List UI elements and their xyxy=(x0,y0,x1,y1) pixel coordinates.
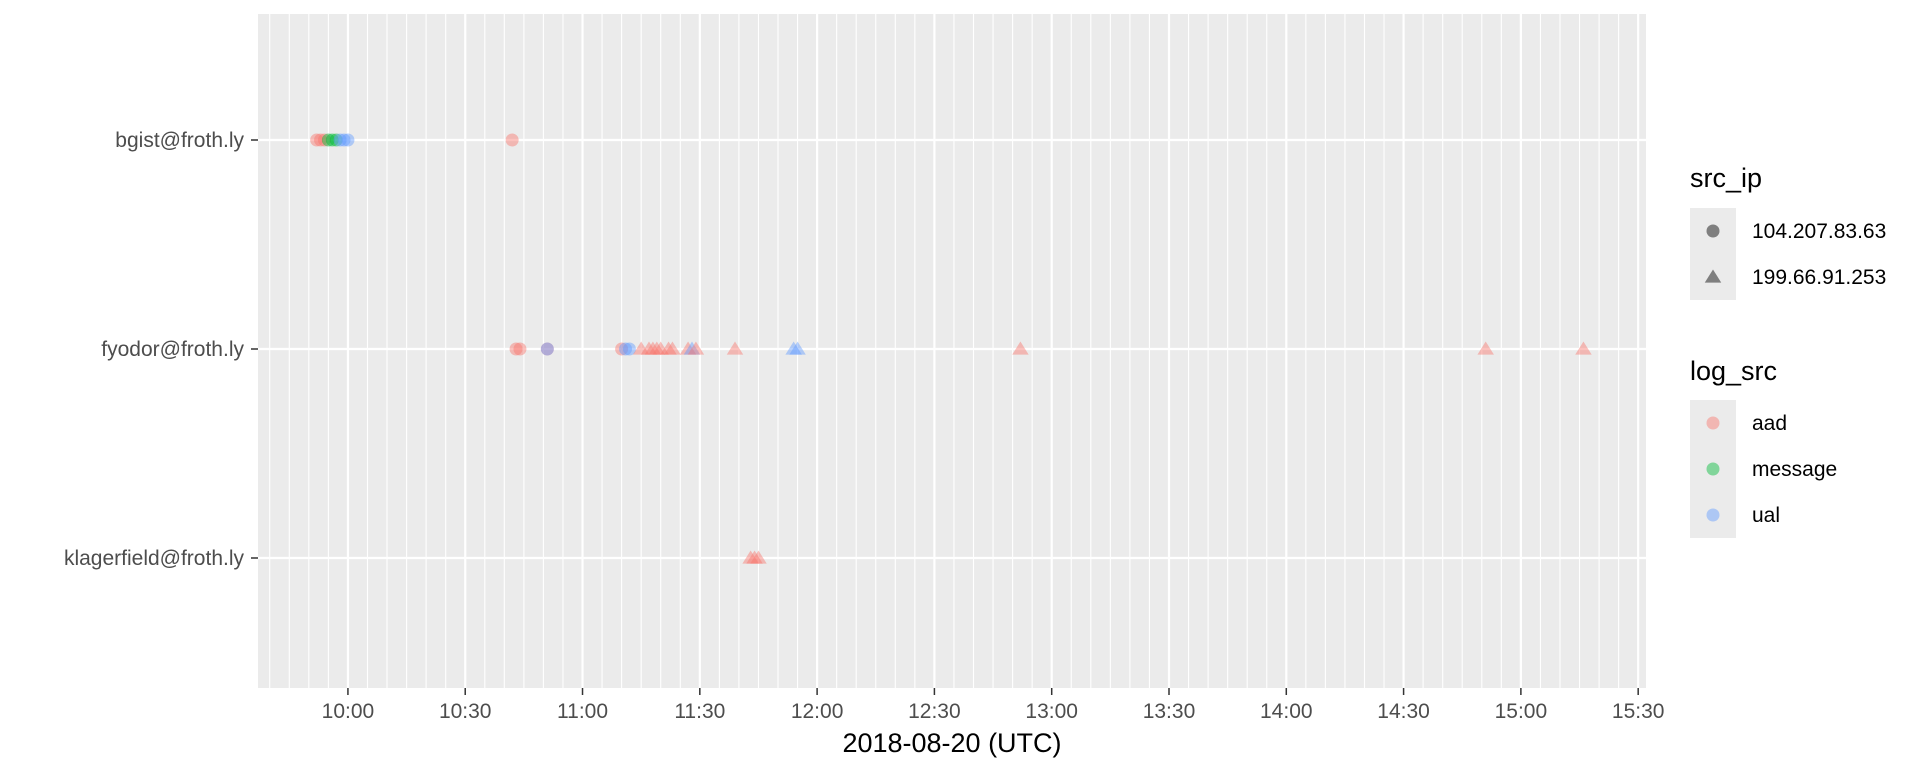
legend-label: 104.207.83.63 xyxy=(1752,220,1886,243)
y-tick-label: fyodor@froth.ly xyxy=(101,338,244,361)
x-axis: 10:00 10:30 11:00 11:30 12:00 12:30 13:00 13:30… xyxy=(322,688,1665,723)
x-tick-label: 10:00 xyxy=(322,700,375,723)
legend-key-box xyxy=(1690,446,1736,492)
legend-key-box xyxy=(1690,400,1736,446)
x-axis-title: 2018-08-20 (UTC) xyxy=(842,728,1061,758)
data-point xyxy=(644,341,662,355)
data-point xyxy=(615,342,629,356)
data-point xyxy=(341,133,355,147)
data-point xyxy=(317,133,331,147)
x-tick-label: 12:30 xyxy=(908,700,961,723)
data-point xyxy=(746,550,763,564)
legend-label: message xyxy=(1752,458,1837,481)
data-point xyxy=(314,133,328,147)
y-axis: bgist@froth.ly fyodor@froth.ly klagerfield… xyxy=(64,129,258,570)
data-point xyxy=(664,341,681,355)
data-point xyxy=(1575,341,1592,355)
x-tick-label: 11:30 xyxy=(674,700,725,723)
data-point xyxy=(632,341,650,355)
data-point xyxy=(622,342,636,356)
legend: src_ip 104.207.83.63 199.66.91.253 log_srca… xyxy=(1690,163,1886,538)
legend-key-marker xyxy=(1706,416,1720,430)
data-point xyxy=(687,341,705,355)
x-tick-label: 14:30 xyxy=(1377,700,1430,723)
data-point xyxy=(321,133,335,147)
legend-title: log_src xyxy=(1690,356,1777,386)
data-point xyxy=(785,341,802,355)
data-point xyxy=(648,341,666,355)
legend-label: ual xyxy=(1752,504,1780,527)
x-tick-label: 11:00 xyxy=(557,700,608,723)
data-point xyxy=(540,342,554,356)
plot-panel xyxy=(258,14,1646,688)
data-point xyxy=(683,341,701,355)
data-point xyxy=(1012,341,1029,355)
legend-label: 199.66.91.253 xyxy=(1752,266,1886,289)
data-point xyxy=(726,341,744,355)
data-point xyxy=(329,133,343,147)
data-point xyxy=(540,342,554,356)
data-point xyxy=(1477,341,1494,355)
y-tick-label: klagerfield@froth.ly xyxy=(64,547,245,570)
data-point xyxy=(660,341,677,355)
x-tick-label: 13:00 xyxy=(1025,700,1078,723)
data-point xyxy=(652,341,669,355)
x-tick-label: 10:30 xyxy=(439,700,492,723)
legend-key-marker xyxy=(1706,508,1720,522)
y-tick-label: bgist@froth.ly xyxy=(115,129,244,152)
data-point xyxy=(789,341,806,355)
legend-key-box xyxy=(1690,492,1736,538)
data-point xyxy=(640,341,658,355)
data-point xyxy=(750,550,767,564)
x-tick-label: 15:30 xyxy=(1612,700,1665,723)
legend-key-marker xyxy=(1706,224,1720,238)
data-point xyxy=(513,342,527,356)
data-point xyxy=(619,342,633,356)
data-point xyxy=(333,133,347,147)
data-point xyxy=(505,133,519,147)
legend-key-marker xyxy=(1706,462,1720,476)
x-tick-label: 12:00 xyxy=(791,700,844,723)
x-tick-label: 13:30 xyxy=(1143,700,1196,723)
data-point xyxy=(325,133,339,147)
x-tick-label: 14:00 xyxy=(1260,700,1313,723)
data-point xyxy=(679,341,697,355)
grid-lines xyxy=(258,14,1646,688)
legend-title: src_ip xyxy=(1690,163,1762,193)
legend-key-marker xyxy=(1704,269,1722,283)
data-point xyxy=(742,550,759,564)
data-point xyxy=(509,342,523,356)
data-point xyxy=(337,133,351,147)
x-tick-label: 15:00 xyxy=(1495,700,1548,723)
data-points xyxy=(310,133,1592,564)
legend-label: aad xyxy=(1752,412,1787,435)
data-point xyxy=(310,133,324,147)
